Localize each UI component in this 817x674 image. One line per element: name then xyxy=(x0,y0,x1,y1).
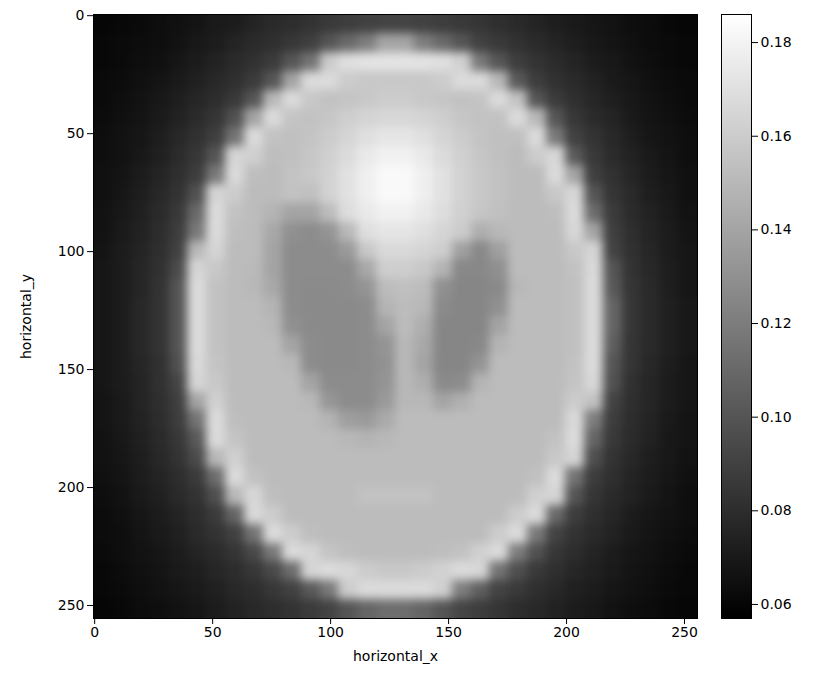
svg-text:0.12: 0.12 xyxy=(761,315,792,331)
svg-text:horizontal_x: horizontal_x xyxy=(353,648,438,664)
svg-text:0.16: 0.16 xyxy=(761,128,792,144)
svg-text:0.06: 0.06 xyxy=(761,596,792,612)
svg-text:150: 150 xyxy=(435,624,462,640)
svg-text:250: 250 xyxy=(58,597,85,613)
svg-text:0.18: 0.18 xyxy=(761,34,792,50)
svg-text:100: 100 xyxy=(317,624,344,640)
svg-text:0.08: 0.08 xyxy=(761,502,792,518)
svg-text:150: 150 xyxy=(58,361,85,377)
svg-text:250: 250 xyxy=(671,624,698,640)
svg-text:200: 200 xyxy=(553,624,580,640)
svg-text:50: 50 xyxy=(67,125,85,141)
svg-text:horizontal_y: horizontal_y xyxy=(18,274,34,359)
svg-text:50: 50 xyxy=(204,624,222,640)
svg-text:0.10: 0.10 xyxy=(761,409,792,425)
svg-text:100: 100 xyxy=(58,243,85,259)
svg-text:0: 0 xyxy=(90,624,99,640)
svg-text:200: 200 xyxy=(58,479,85,495)
svg-text:0: 0 xyxy=(76,7,85,23)
svg-text:0.14: 0.14 xyxy=(761,221,792,237)
